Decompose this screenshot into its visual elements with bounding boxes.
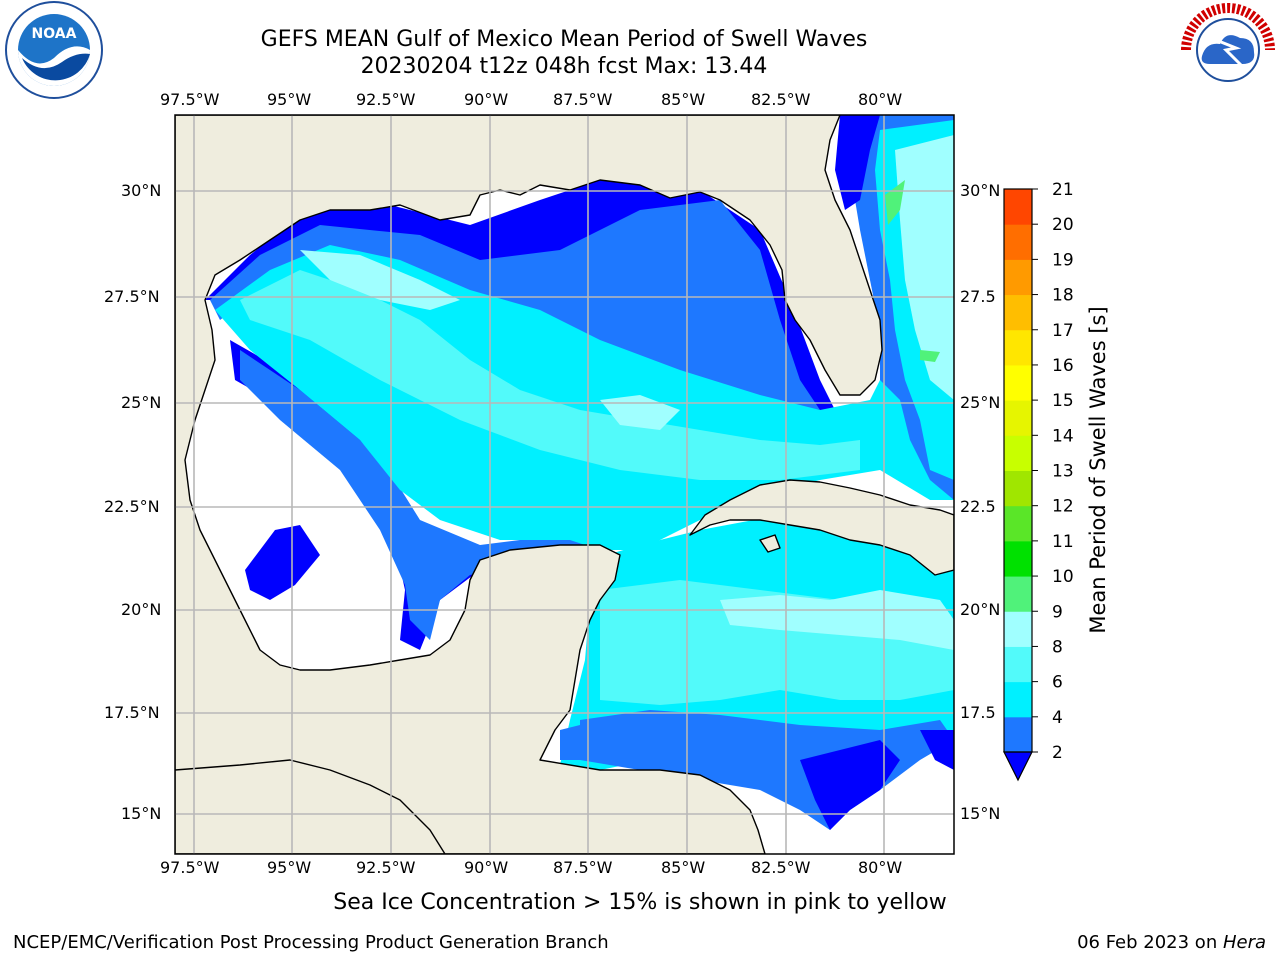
lon-label-bottom: 82.5°W — [751, 858, 811, 877]
colorbar-segment — [1004, 189, 1032, 225]
lon-label-bottom: 95°W — [267, 858, 312, 877]
lon-label-top: 80°W — [858, 90, 903, 109]
colorbar-tick-label: 18 — [1052, 286, 1074, 306]
lat-label-right: 25°N — [960, 393, 1001, 412]
noaa-logo-text: NOAA — [32, 26, 77, 42]
colorbar-tick-label: 4 — [1052, 708, 1063, 728]
colorbar-tick-label: 9 — [1052, 602, 1063, 622]
colorbar-tick-label: 16 — [1052, 356, 1074, 376]
colorbar-segment — [1004, 224, 1032, 260]
lat-label-right: 22.5 — [960, 497, 996, 516]
colorbar-tick-label: 6 — [1052, 673, 1063, 693]
colorbar-segment — [1004, 400, 1032, 436]
lat-label-right: 15°N — [960, 804, 1001, 823]
colorbar-tick-label: 12 — [1052, 497, 1074, 517]
lon-label-top: 95°W — [267, 90, 312, 109]
lon-label-top: 82.5°W — [751, 90, 811, 109]
colorbar-tick-label: 10 — [1052, 567, 1074, 587]
colorbar-segment — [1004, 576, 1032, 612]
lon-label-bottom: 97.5°W — [160, 858, 220, 877]
colorbar-segment — [1004, 259, 1032, 296]
lat-label-right: 17.5 — [960, 703, 996, 722]
colorbar-tick-label: 13 — [1052, 462, 1074, 482]
lat-label-left: 25°N — [121, 393, 162, 412]
lon-label-top: 90°W — [464, 90, 509, 109]
colorbar-tick-label: 11 — [1052, 532, 1074, 552]
lon-label-bottom: 90°W — [464, 858, 509, 877]
colorbar-extend-arrow — [1003, 751, 1033, 782]
colorbar-segment — [1004, 435, 1032, 471]
colorbar-tick-label: 14 — [1052, 426, 1074, 446]
lon-label-top: 87.5°W — [553, 90, 613, 109]
colorbar-segment — [1004, 329, 1032, 366]
colorbar-segment — [1004, 364, 1032, 401]
colorbar-segments — [1004, 189, 1032, 753]
lat-label-left: 27.5°N — [104, 287, 160, 306]
map-subtitle: 20230204 t12z 048h fcst Max: 13.44 — [360, 54, 768, 79]
lat-label-right: 30°N — [960, 181, 1001, 200]
colorbar-segment — [1004, 646, 1032, 683]
lat-label-left: 20°N — [121, 600, 162, 619]
colorbar: 2 4 6 8 9 10 11 12 13 14 15 16 17 18 19 20 21 — [1003, 180, 1074, 782]
colorbar-segment — [1004, 716, 1032, 753]
colorbar-tick-label: 21 — [1052, 180, 1074, 200]
colorbar-tick-label: 2 — [1052, 743, 1063, 763]
lat-label-left: 30°N — [121, 181, 162, 200]
lon-label-top: 97.5°W — [160, 90, 220, 109]
sea-ice-caption: Sea Ice Concentration > 15% is shown in … — [333, 890, 947, 915]
graticule — [175, 115, 954, 854]
colorbar-tick-label: 20 — [1052, 215, 1074, 235]
footer-producer: NCEP/EMC/Verification Post Processing Pr… — [13, 932, 609, 953]
colorbar-tick-label: 17 — [1052, 321, 1074, 341]
land — [175, 115, 954, 854]
noaa-logo-icon: NOAA — [2, 0, 106, 104]
map-title: GEFS MEAN Gulf of Mexico Mean Period of … — [260, 27, 868, 52]
colorbar-segment — [1004, 294, 1032, 331]
lat-label-left: 15°N — [121, 804, 162, 823]
colorbar-segment — [1004, 540, 1032, 577]
lon-label-bottom: 80°W — [858, 858, 903, 877]
footer-date: 06 Feb 2023 on Hera — [1077, 932, 1266, 953]
lat-label-left: 17.5°N — [104, 703, 160, 722]
lat-label-right: 27.5 — [960, 287, 996, 306]
colorbar-tick-label: 19 — [1052, 250, 1074, 270]
lon-label-top: 85°W — [661, 90, 706, 109]
lon-label-bottom: 85°W — [661, 858, 706, 877]
colorbar-tick-label: 15 — [1052, 391, 1074, 411]
lat-label-right: 20°N — [960, 600, 1001, 619]
colorbar-ticks: 2 4 6 8 9 10 11 12 13 14 15 16 17 18 19 20 21 — [1032, 180, 1074, 763]
lon-label-bottom: 87.5°W — [553, 858, 613, 877]
national-weather-service-logo-icon — [1176, 0, 1280, 104]
colorbar-segment — [1004, 505, 1032, 542]
colorbar-segment — [1004, 611, 1032, 647]
lat-label-left: 22.5°N — [104, 497, 160, 516]
map-frame — [174, 114, 955, 855]
footer-date-text: 06 Feb 2023 on — [1077, 932, 1223, 953]
colorbar-segment — [1004, 681, 1032, 718]
lon-label-top: 92.5°W — [356, 90, 416, 109]
footer-machine: Hera — [1222, 932, 1266, 953]
colorbar-tick-label: 8 — [1052, 637, 1063, 657]
colorbar-label: Mean Period of Swell Waves [s] — [1086, 306, 1110, 634]
swell-period-field — [175, 115, 954, 854]
colorbar-segment — [1004, 470, 1032, 507]
lon-label-bottom: 92.5°W — [356, 858, 416, 877]
